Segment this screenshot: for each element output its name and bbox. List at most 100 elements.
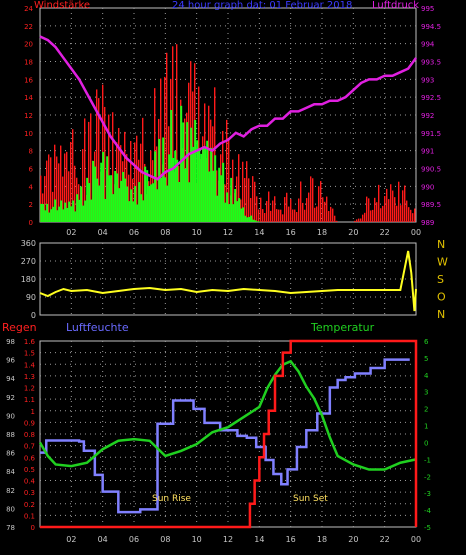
humidity-hour-tick-label: 14 [254,535,264,544]
temperature-axis-label: Temperatur [310,321,375,334]
wind-bar [178,182,181,222]
wind-bar [108,175,111,222]
gust-bar [70,141,72,222]
humidity-panel-series [38,339,418,529]
gust-bar [386,188,388,222]
pressure-line [39,35,418,181]
wind-bar [110,175,113,222]
wind-tick-label: 2 [29,201,33,209]
wind-bar [224,202,227,222]
wind-bar [236,201,239,222]
rain-axis-label: Regen [2,321,37,334]
wind-bar [46,203,49,222]
humidity-temperature-panel: 78 80 82 84 86 88 90 92 94 96 98 0 0.1 0.2 0.3 0.4 0.5 0.… [2,321,432,544]
gust-bar [160,78,162,222]
wind-bar [188,182,191,222]
wind-bar [40,203,43,222]
wind-hour-tick-label: 08 [160,228,170,237]
wind-hour-tick-label: 04 [98,228,108,237]
wind-bar [116,173,119,222]
pressure-axis-label: Luftdruck [372,0,419,11]
rain-tick-label: 0.5 [24,466,35,474]
wind-tick-label: 24 [24,5,33,13]
humidity-hour-tick-label: 12 [223,535,233,544]
sun-rise-annotation: Sun Rise [152,494,191,504]
gust-bar [388,199,390,222]
wind-bar [230,177,233,222]
wind-hour-tick-label: 20 [348,228,358,237]
wind-bar [174,150,177,222]
wind-bar [246,217,249,222]
wind-bar [42,204,45,222]
gust-bar [258,209,260,222]
compass-label: N [437,308,445,321]
wind-pressure-panel: 024681012141618202224989989.5990990.5991… [24,0,441,237]
gust-bar [164,76,166,222]
wind-hour-tick-label: 10 [192,228,202,237]
gust-bar [306,198,308,222]
wind-bar [118,188,121,222]
direction-panel-grid [40,243,416,315]
gust-bar [290,199,292,222]
wind-bar [130,189,133,222]
wind-hour-tick-label: 02 [66,228,76,237]
humidity-tick-label: 82 [6,487,15,495]
gust-bar [356,219,358,222]
wind-bar [86,177,89,222]
gust-bar [284,197,286,222]
wind-tick-label: 16 [24,76,33,84]
wind-bar [162,137,165,222]
wind-bar [80,186,83,222]
rain-tick-label: 1.3 [24,373,35,381]
humidity-hour-tick-label: 18 [317,535,327,544]
humidity-hour-tick-label: 04 [98,535,108,544]
humidity-tick-label: 98 [6,338,15,346]
temperature-tick-label: 4 [424,372,429,380]
pressure-tick-label: 989 [421,219,434,227]
gust-bar [208,105,210,222]
humidity-hour-tick-label: 02 [66,535,76,544]
gust-bar [374,197,376,222]
gust-bar [414,208,416,222]
wind-bar [160,177,163,222]
wind-bar [144,166,147,222]
gust-bar [254,181,256,222]
pressure-tick-label: 992 [421,112,434,120]
wind-bar [72,200,75,222]
wind-bar [258,221,261,222]
gust-bar [66,151,68,222]
gust-bar [282,214,284,222]
rain-tick-label: 0.8 [24,431,35,439]
gust-bar [88,121,90,222]
humidity-hour-tick-label: 10 [192,535,202,544]
gust-bar [56,156,58,222]
wind-bar [68,201,71,222]
temperature-tick-label: -5 [424,524,431,532]
wind-bar [200,153,203,222]
rain-tick-label: 0.9 [24,419,35,427]
gust-bar [336,220,338,222]
wind-bar [104,199,107,222]
wind-bar [222,162,225,222]
wind-bar [126,186,129,222]
wind-panel-tick-labels: 024681012141618202224989989.5990990.5991… [24,5,441,237]
pressure-tick-label: 994.5 [421,23,441,31]
wind-bar [186,122,189,222]
pressure-tick-label: 990 [421,183,434,191]
gust-bar [270,210,272,222]
humidity-tick-label: 96 [6,357,15,365]
gust-bar [246,161,248,222]
pressure-tick-label: 991.5 [421,130,441,138]
gust-bar [398,181,400,222]
wind-bar [128,201,131,222]
gust-bar [334,215,336,222]
humidity-hour-tick-label: 06 [129,535,139,544]
gust-bar [90,113,92,222]
rain-tick-label: 0.4 [24,478,36,486]
wind-tick-label: 22 [24,23,33,31]
wind-bar [212,170,215,222]
wind-bar [48,212,51,222]
wind-bar [94,166,97,222]
wind-bar [74,211,77,222]
wind-bar [164,177,167,222]
